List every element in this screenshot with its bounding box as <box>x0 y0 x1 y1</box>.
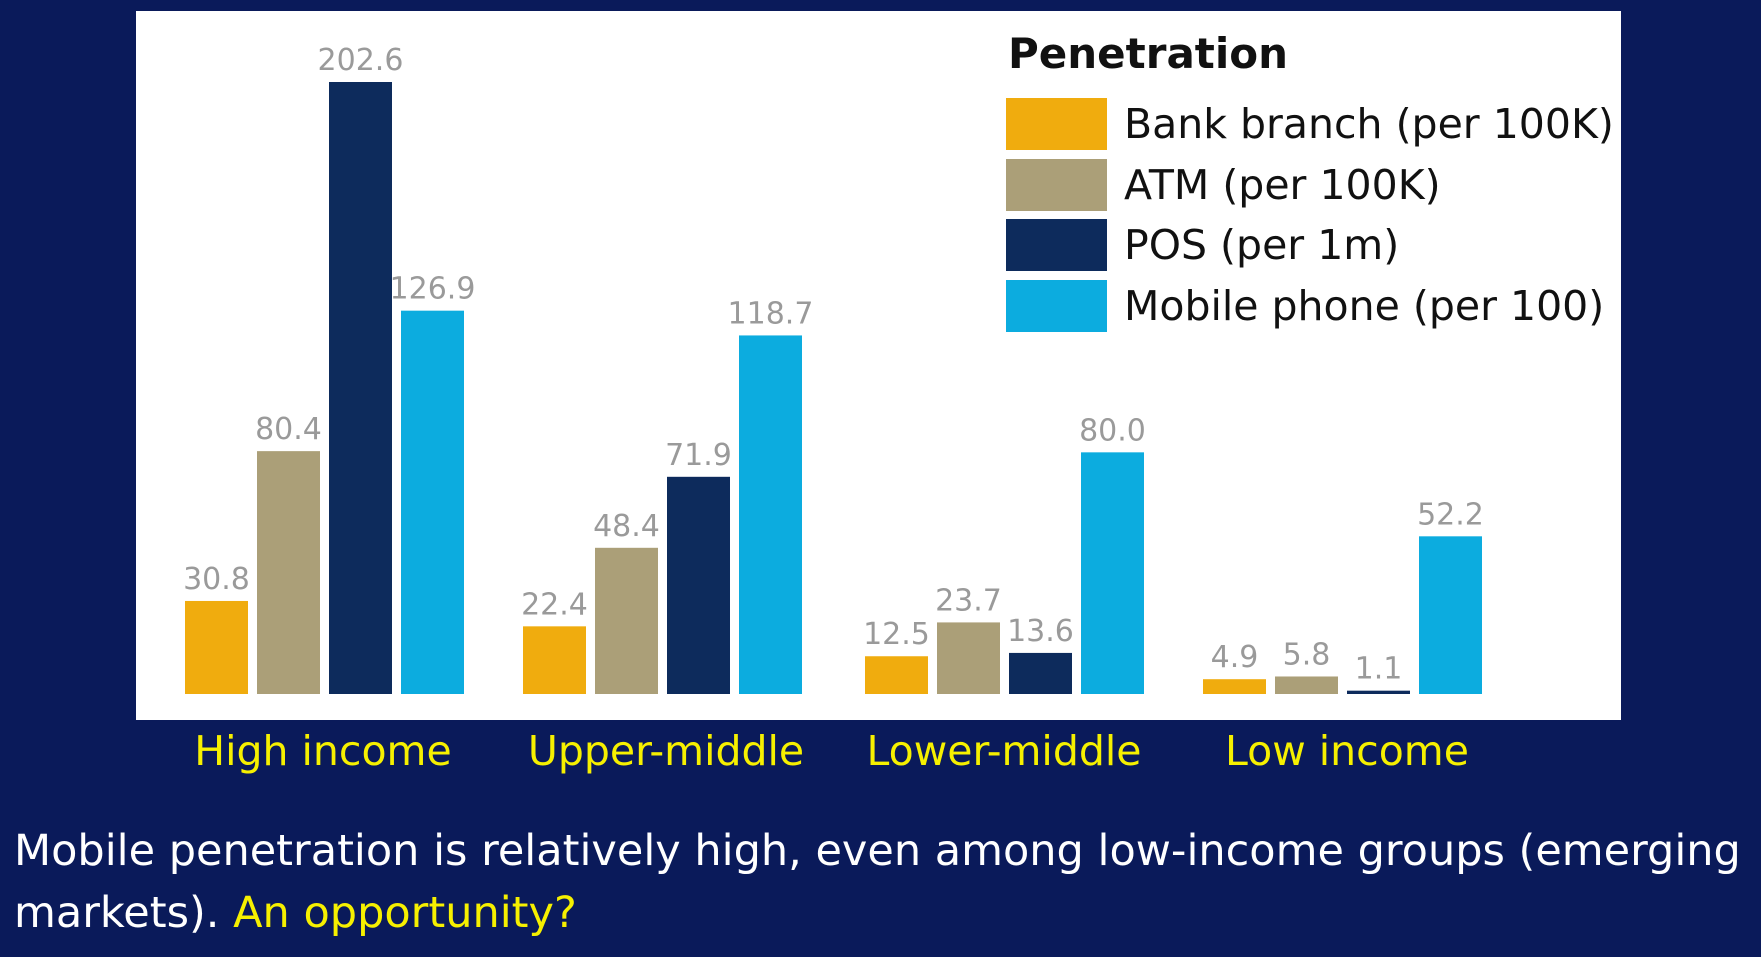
category-label-lower-middle: Lower-middle <box>867 727 1142 775</box>
bar-lower-middle-mobile-phone <box>1081 452 1144 694</box>
legend-label-mobile-phone: Mobile phone (per 100) <box>1124 282 1604 330</box>
value-label-lower-middle-mobile-phone: 80.0 <box>1079 413 1146 448</box>
legend-label-pos: POS (per 1m) <box>1124 221 1399 269</box>
bar-upper-middle-mobile-phone <box>739 335 802 694</box>
value-label-low-income-atm: 5.8 <box>1283 637 1331 672</box>
category-label-high-income: High income <box>194 727 451 775</box>
bar-lower-middle-pos <box>1009 652 1072 694</box>
bar-upper-middle-bank-branch <box>523 626 586 694</box>
legend-swatch-pos <box>1006 219 1107 271</box>
bar-upper-middle-pos <box>667 476 730 694</box>
value-label-high-income-atm: 80.4 <box>255 412 322 447</box>
value-label-high-income-pos: 202.6 <box>318 43 404 78</box>
bar-lower-middle-atm <box>937 622 1000 694</box>
legend-label-bank-branch: Bank branch (per 100K) <box>1124 100 1614 148</box>
legend-title: Penetration <box>1008 29 1288 78</box>
category-axis-labels: High income Upper-middle Lower-middle Low i… <box>194 727 1469 775</box>
bar-high-income-bank-branch <box>185 600 248 694</box>
category-label-upper-middle: Upper-middle <box>528 727 804 775</box>
bar-upper-middle-atm <box>595 547 658 694</box>
bar-low-income-pos <box>1347 690 1410 694</box>
legend-swatch-atm <box>1006 159 1107 211</box>
caption-highlight: An opportunity? <box>233 888 577 938</box>
value-label-low-income-mobile-phone: 52.2 <box>1417 497 1484 532</box>
bar-chart: 30.8 80.4 202.6 126.9 22.4 48.4 71.9 118.7 12.52… <box>183 29 1614 775</box>
bar-high-income-atm <box>257 451 320 694</box>
bar-high-income-pos <box>329 82 392 694</box>
legend: Penetration Bank branch (per 100K) ATM (p… <box>1006 29 1614 332</box>
value-label-high-income-mobile-phone: 126.9 <box>390 272 476 307</box>
value-label-upper-middle-mobile-phone: 118.7 <box>728 296 814 331</box>
bar-low-income-mobile-phone <box>1419 536 1482 694</box>
legend-label-atm: ATM (per 100K) <box>1124 161 1441 209</box>
value-label-upper-middle-bank-branch: 22.4 <box>521 587 588 622</box>
bar-lower-middle-bank-branch <box>865 656 928 694</box>
caption-text: Mobile penetration is relatively high, e… <box>14 826 1741 938</box>
value-labels: 30.8 80.4 202.6 126.9 22.4 48.4 71.9 118.7 12.52… <box>183 43 1484 687</box>
value-label-low-income-bank-branch: 4.9 <box>1211 640 1259 675</box>
value-label-high-income-bank-branch: 30.8 <box>183 562 250 597</box>
value-label-upper-middle-atm: 48.4 <box>593 509 660 544</box>
value-label-lower-middle-bank-branch: 12.5 <box>863 617 930 652</box>
bar-low-income-bank-branch <box>1203 679 1266 694</box>
category-label-low-income: Low income <box>1225 727 1469 775</box>
value-label-lower-middle-pos: 13.6 <box>1007 614 1074 649</box>
bar-low-income-atm <box>1275 676 1338 694</box>
value-label-upper-middle-pos: 71.9 <box>665 438 732 473</box>
value-label-low-income-pos: 1.1 <box>1355 652 1403 687</box>
legend-swatch-mobile-phone <box>1006 280 1107 332</box>
bars-layer <box>185 82 1482 694</box>
value-label-lower-middle-atm: 23.7 <box>935 583 1002 618</box>
legend-swatch-bank-branch <box>1006 98 1107 150</box>
bar-high-income-mobile-phone <box>401 310 464 694</box>
caption: Mobile penetration is relatively high, e… <box>14 820 1754 944</box>
